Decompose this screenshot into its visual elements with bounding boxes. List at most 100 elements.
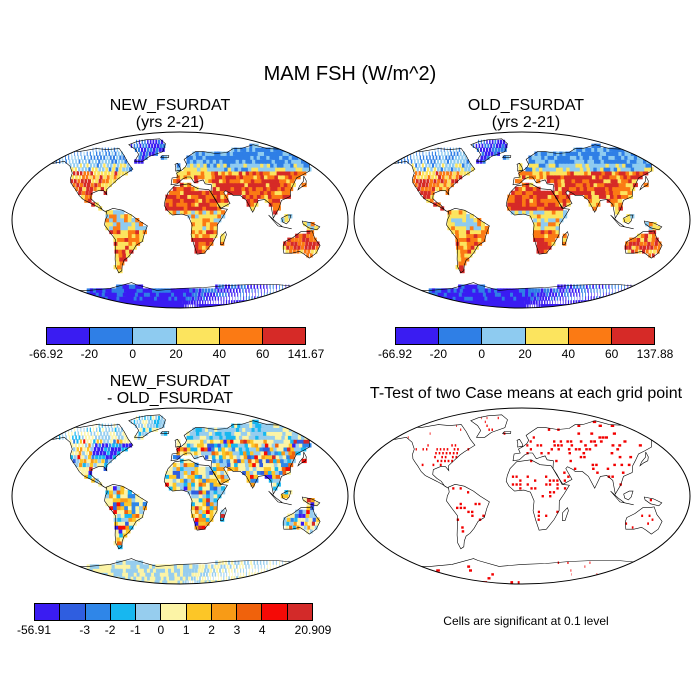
grid-cell bbox=[228, 171, 233, 176]
grid-cell bbox=[555, 292, 558, 297]
grid-cell bbox=[90, 155, 93, 160]
grid-cell bbox=[55, 564, 63, 569]
grid-cell bbox=[116, 163, 120, 168]
grid-cell bbox=[316, 241, 320, 246]
grid-cell bbox=[116, 155, 119, 160]
grid-cell bbox=[527, 296, 531, 301]
grid-cell bbox=[202, 521, 206, 526]
grid-cell bbox=[609, 190, 614, 195]
grid-cell bbox=[635, 171, 642, 176]
grid-cell bbox=[250, 560, 252, 565]
grid-cell bbox=[190, 171, 195, 176]
grid-cell bbox=[88, 167, 91, 172]
grid-cell bbox=[440, 178, 444, 184]
grid-cell bbox=[81, 300, 92, 305]
grid-cell bbox=[533, 222, 538, 227]
grid-cell bbox=[576, 292, 578, 297]
grid-cell bbox=[579, 304, 592, 308]
grid-cell bbox=[124, 435, 127, 440]
grid-cell bbox=[217, 214, 222, 219]
grid-cell bbox=[292, 568, 295, 573]
grid-cell bbox=[266, 284, 268, 289]
colorbar-swatch bbox=[525, 328, 569, 344]
grid-cell bbox=[71, 175, 75, 180]
grid-cell bbox=[302, 237, 306, 242]
grid-cell bbox=[108, 564, 115, 569]
grid-cell bbox=[267, 151, 274, 156]
grid-cell bbox=[400, 296, 410, 301]
grid-cell bbox=[582, 178, 587, 184]
grid-cell bbox=[392, 292, 401, 297]
grid-cell bbox=[237, 423, 243, 428]
grid-cell bbox=[270, 580, 290, 584]
grid-cell bbox=[199, 435, 204, 440]
grid-cell bbox=[204, 568, 207, 573]
grid-cell bbox=[564, 178, 569, 184]
grid-cell bbox=[180, 564, 184, 569]
grid-cell bbox=[624, 194, 630, 199]
grid-cell bbox=[500, 139, 503, 145]
grid-cell bbox=[312, 288, 315, 293]
grid-cell bbox=[652, 222, 657, 227]
grid-cell bbox=[610, 452, 614, 455]
grid-cell bbox=[162, 296, 167, 301]
grid-cell bbox=[570, 444, 574, 447]
grid-cell bbox=[525, 175, 530, 180]
grid-cell bbox=[112, 498, 117, 503]
grid-cell bbox=[488, 147, 492, 152]
grid-cell bbox=[171, 576, 176, 581]
grid-cell bbox=[176, 454, 181, 460]
grid-cell bbox=[230, 190, 236, 195]
grid-cell bbox=[602, 304, 620, 308]
grid-cell bbox=[267, 470, 273, 475]
grid-cell bbox=[281, 443, 288, 448]
grid-cell bbox=[536, 214, 541, 219]
grid-cell bbox=[604, 573, 606, 576]
grid-cell bbox=[565, 151, 571, 156]
grid-cell bbox=[544, 214, 549, 219]
grid-cell bbox=[70, 454, 74, 460]
grid-cell bbox=[280, 163, 286, 168]
grid-cell bbox=[116, 229, 121, 235]
grid-cell bbox=[240, 178, 245, 184]
grid-cell bbox=[224, 443, 229, 448]
grid-cell bbox=[253, 284, 255, 289]
grid-cell bbox=[240, 155, 246, 160]
grid-cell bbox=[138, 560, 144, 565]
grid-cell bbox=[174, 580, 179, 584]
grid-cell bbox=[275, 568, 277, 573]
coastline-australia bbox=[283, 506, 321, 535]
grid-cell bbox=[112, 214, 117, 219]
grid-cell bbox=[93, 171, 97, 176]
grid-cell bbox=[187, 214, 192, 219]
grid-cell bbox=[202, 580, 206, 584]
grid-cell bbox=[294, 435, 301, 440]
grid-cell bbox=[256, 190, 261, 195]
grid-cell bbox=[421, 182, 425, 188]
grid-cell bbox=[425, 304, 447, 308]
grid-cell bbox=[256, 439, 262, 444]
grid-cell bbox=[333, 257, 337, 262]
grid-cell bbox=[211, 151, 216, 156]
grid-cell bbox=[507, 202, 512, 207]
grid-cell bbox=[310, 159, 318, 164]
grid-cell bbox=[555, 218, 560, 223]
grid-cell bbox=[193, 439, 198, 444]
grid-cell bbox=[186, 431, 191, 436]
grid-cell bbox=[276, 296, 279, 301]
grid-cell bbox=[230, 439, 235, 444]
grid-cell bbox=[547, 245, 552, 250]
grid-cell bbox=[446, 147, 448, 152]
grid-cell bbox=[172, 474, 177, 479]
grid-cell bbox=[203, 439, 208, 444]
grid-cell bbox=[467, 565, 471, 568]
grid-cell bbox=[582, 292, 584, 297]
grid-cell bbox=[446, 182, 451, 188]
grid-cell bbox=[626, 218, 631, 223]
grid-cell bbox=[605, 292, 607, 297]
grid-cell bbox=[142, 564, 148, 569]
grid-cell bbox=[117, 265, 122, 270]
grid-cell bbox=[568, 296, 570, 301]
grid-cell bbox=[209, 214, 214, 219]
grid-cell bbox=[259, 462, 265, 468]
